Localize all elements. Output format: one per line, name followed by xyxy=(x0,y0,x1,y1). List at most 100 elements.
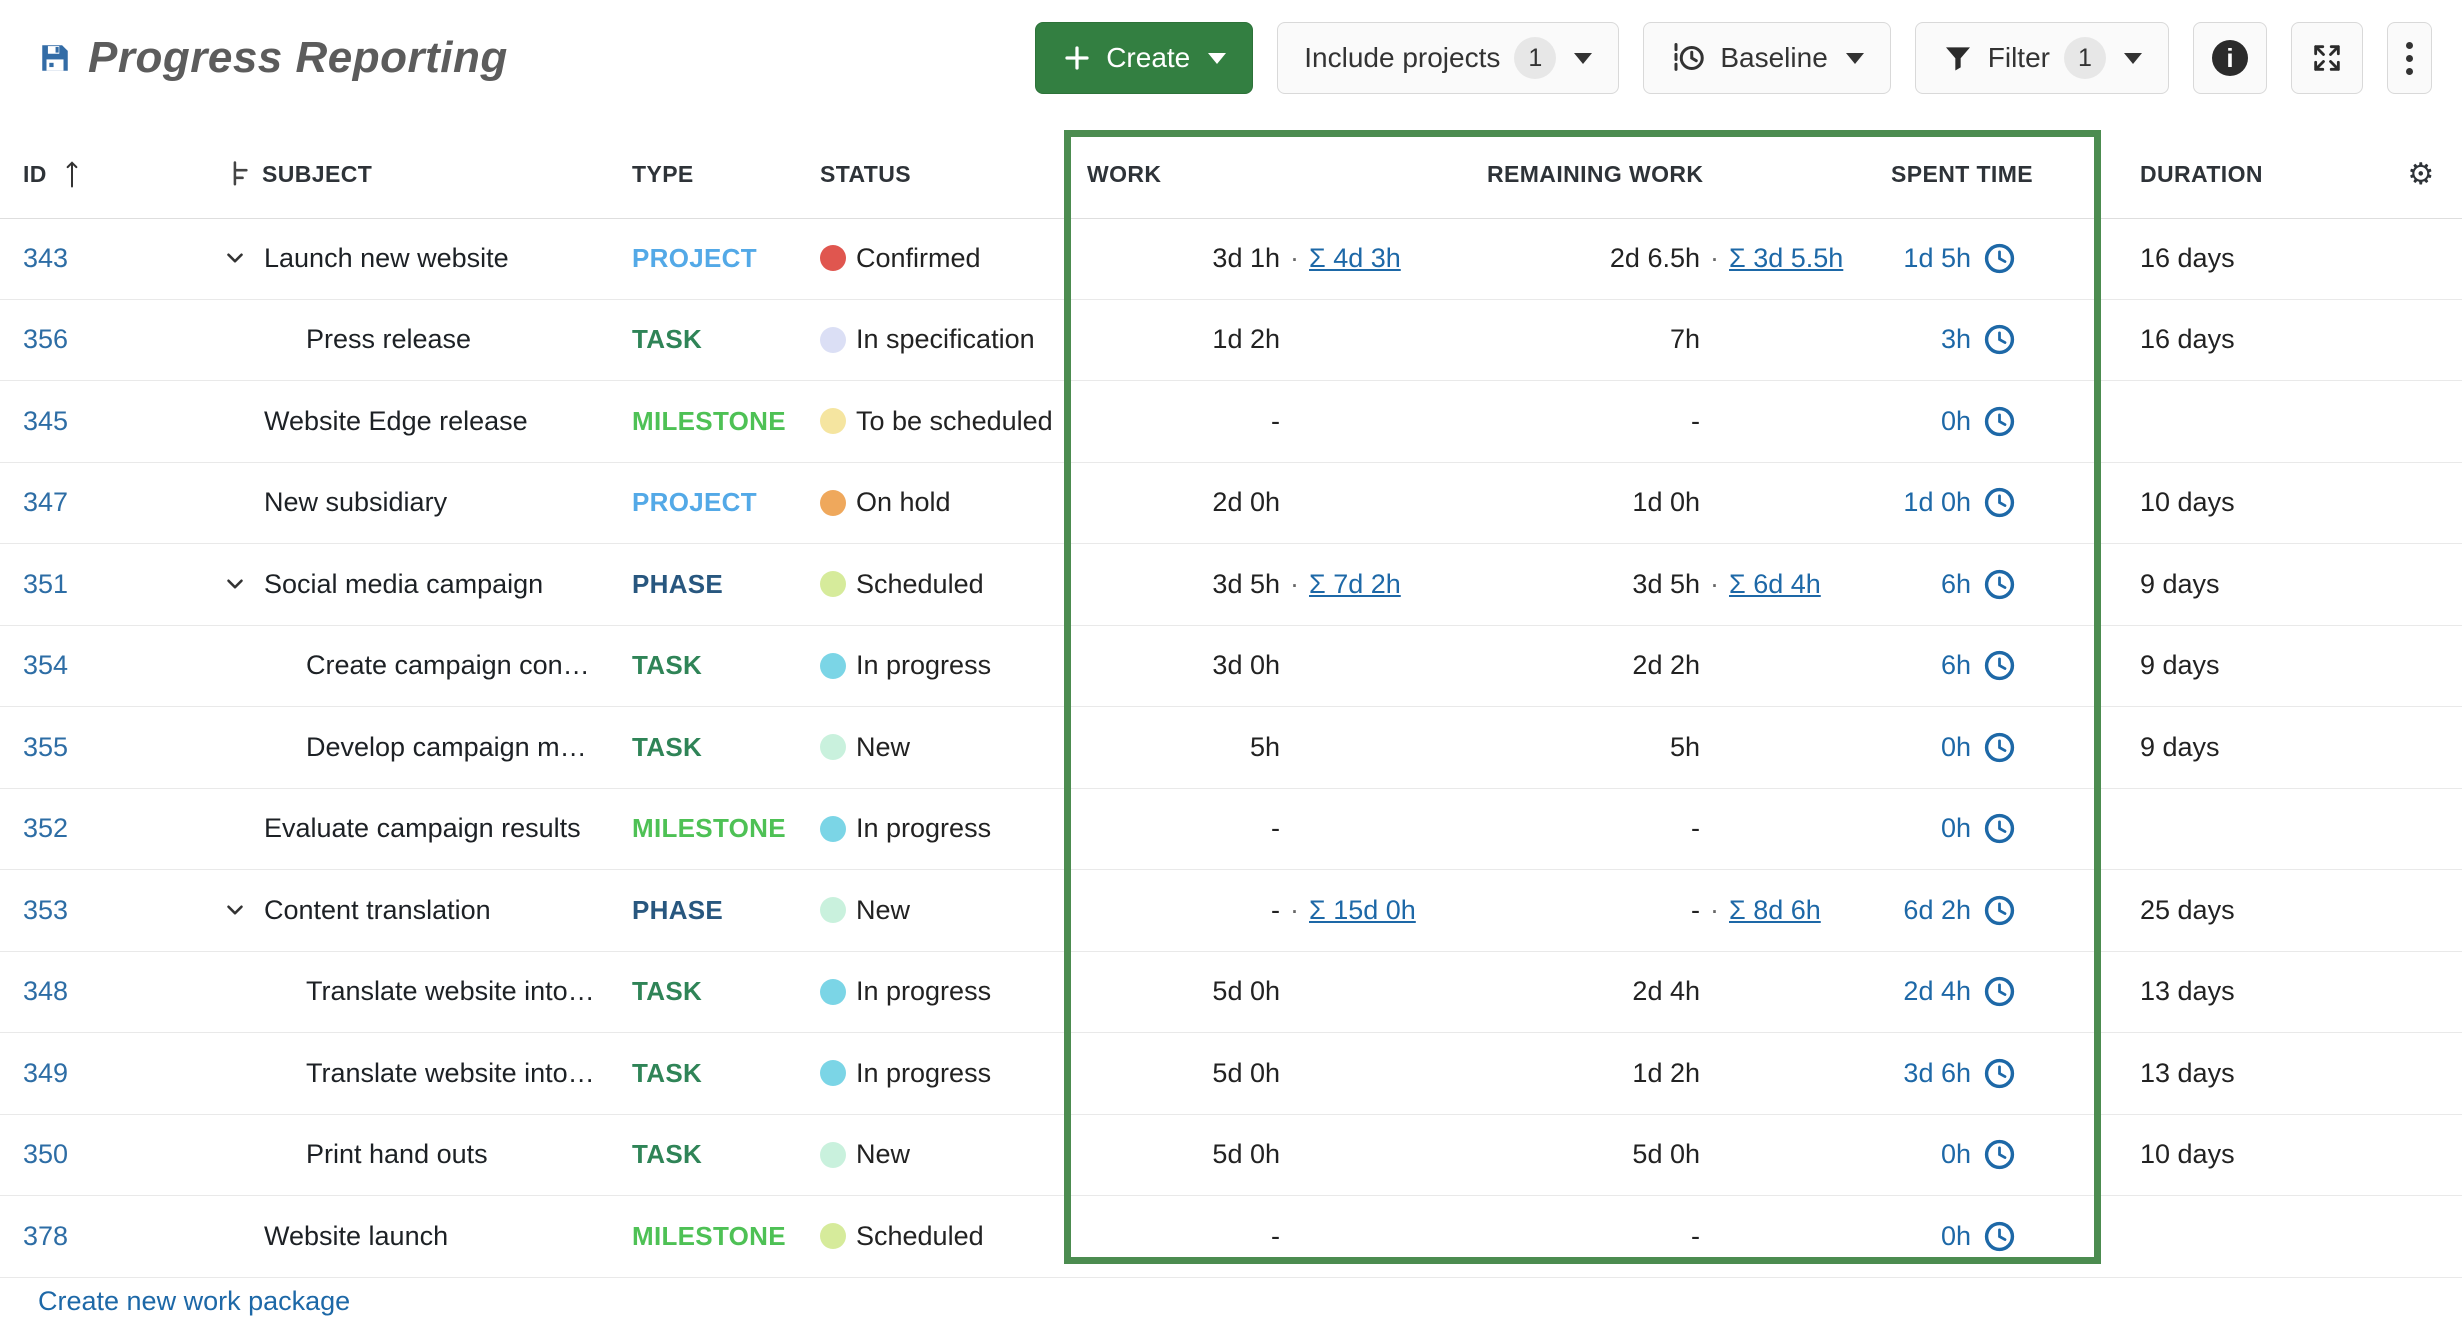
duration-cell[interactable]: 25 days xyxy=(2100,870,2380,951)
duration-cell[interactable]: 9 days xyxy=(2100,626,2380,707)
table-row[interactable]: 343 Launch new website PROJECT Confirmed… xyxy=(0,218,2462,300)
duration-cell[interactable]: 16 days xyxy=(2100,300,2380,381)
remaining-work-cell[interactable]: 2d 6.5h · Σ 3d 5.5h xyxy=(1480,218,1868,299)
table-row[interactable]: 378 Website launch MILESTONE Scheduled -… xyxy=(0,1196,2462,1278)
chevron-down-icon[interactable] xyxy=(222,571,248,597)
table-row[interactable]: 347 New subsidiary PROJECT On hold 2d 0h… xyxy=(0,463,2462,544)
status-cell[interactable]: Confirmed xyxy=(808,218,1068,299)
spent-time-cell[interactable]: 6d 2h xyxy=(1868,870,2100,951)
remaining-work-cell[interactable]: 2d 4h xyxy=(1480,952,1868,1033)
spent-time-cell[interactable]: 1d 0h xyxy=(1868,463,2100,544)
status-cell[interactable]: On hold xyxy=(808,463,1068,544)
remaining-work-sum-link[interactable]: Σ 8d 6h xyxy=(1729,894,1821,925)
info-button[interactable]: i xyxy=(2193,22,2267,94)
spent-time-link[interactable]: 0h xyxy=(1940,731,1971,762)
spent-time-link[interactable]: 6h xyxy=(1940,568,1971,599)
table-row[interactable]: 353 Content translation PHASE New - · Σ 1… xyxy=(0,870,2462,952)
work-cell[interactable]: 5d 0h xyxy=(1068,1115,1480,1196)
column-header-duration[interactable]: DURATION xyxy=(2100,130,2380,218)
type-label[interactable]: PROJECT xyxy=(632,487,757,518)
subject-text[interactable]: Website launch xyxy=(264,1220,449,1251)
work-cell[interactable]: 5h xyxy=(1068,707,1480,788)
column-header-id[interactable]: ID xyxy=(0,130,210,218)
spent-time-link[interactable]: 1d 5h xyxy=(1903,242,1971,273)
column-header-work[interactable]: WORK xyxy=(1068,130,1480,218)
work-package-id-link[interactable]: 345 xyxy=(23,405,69,436)
status-cell[interactable]: New xyxy=(808,707,1068,788)
chevron-down-icon[interactable] xyxy=(222,245,248,271)
spent-time-link[interactable]: 0h xyxy=(1940,1220,1971,1251)
subject-text[interactable]: Translate website into… xyxy=(306,976,595,1007)
spent-time-cell[interactable]: 3h xyxy=(1868,300,2100,381)
spent-time-link[interactable]: 0h xyxy=(1940,1139,1971,1170)
spent-time-cell[interactable]: 6h xyxy=(1868,544,2100,625)
type-label[interactable]: MILESTONE xyxy=(632,1220,786,1251)
work-cell[interactable]: 3d 1h · Σ 4d 3h xyxy=(1068,218,1480,299)
subject-text[interactable]: New subsidiary xyxy=(264,487,448,518)
table-row[interactable]: 355 Develop campaign m… TASK New 5h 5h 0… xyxy=(0,707,2462,789)
column-header-type[interactable]: TYPE xyxy=(630,130,808,218)
work-sum-link[interactable]: Σ 4d 3h xyxy=(1309,242,1401,273)
baseline-button[interactable]: Baseline xyxy=(1643,22,1891,94)
remaining-work-cell[interactable]: - xyxy=(1480,789,1868,870)
type-label[interactable]: PHASE xyxy=(632,568,724,599)
spent-time-link[interactable]: 0h xyxy=(1940,405,1971,436)
type-label[interactable]: PROJECT xyxy=(632,242,757,273)
spent-time-link[interactable]: 6h xyxy=(1940,650,1971,681)
work-package-id-link[interactable]: 348 xyxy=(23,976,69,1007)
spent-time-cell[interactable]: 3d 6h xyxy=(1868,1033,2100,1114)
duration-cell[interactable]: 10 days xyxy=(2100,463,2380,544)
status-cell[interactable]: New xyxy=(808,870,1068,951)
subject-text[interactable]: Content translation xyxy=(264,894,491,925)
remaining-work-sum-link[interactable]: Σ 6d 4h xyxy=(1729,568,1821,599)
type-label[interactable]: TASK xyxy=(632,976,703,1007)
work-package-id-link[interactable]: 355 xyxy=(23,731,69,762)
work-sum-link[interactable]: Σ 15d 0h xyxy=(1309,894,1416,925)
work-package-id-link[interactable]: 349 xyxy=(23,1057,69,1088)
type-label[interactable]: TASK xyxy=(632,324,703,355)
status-cell[interactable]: In progress xyxy=(808,952,1068,1033)
type-label[interactable]: PHASE xyxy=(632,894,724,925)
subject-text[interactable]: Website Edge release xyxy=(264,405,528,436)
work-cell[interactable]: 5d 0h xyxy=(1068,1033,1480,1114)
spent-time-link[interactable]: 0h xyxy=(1940,813,1971,844)
table-row[interactable]: 350 Print hand outs TASK New 5d 0h 5d 0h… xyxy=(0,1115,2462,1196)
remaining-work-cell[interactable]: 5h xyxy=(1480,707,1868,788)
work-cell[interactable]: 3d 0h xyxy=(1068,626,1480,707)
column-header-status[interactable]: STATUS xyxy=(808,130,1068,218)
work-package-id-link[interactable]: 356 xyxy=(23,324,69,355)
work-package-id-link[interactable]: 354 xyxy=(23,650,69,681)
remaining-work-cell[interactable]: 3d 5h · Σ 6d 4h xyxy=(1480,544,1868,625)
spent-time-cell[interactable]: 6h xyxy=(1868,626,2100,707)
fullscreen-button[interactable] xyxy=(2291,22,2363,94)
work-sum-link[interactable]: Σ 7d 2h xyxy=(1309,568,1401,599)
status-cell[interactable]: In progress xyxy=(808,789,1068,870)
duration-cell[interactable]: 10 days xyxy=(2100,1115,2380,1196)
work-cell[interactable]: - xyxy=(1068,789,1480,870)
work-package-id-link[interactable]: 352 xyxy=(23,813,69,844)
type-label[interactable]: MILESTONE xyxy=(632,813,786,844)
work-package-id-link[interactable]: 351 xyxy=(23,568,69,599)
table-row[interactable]: 348 Translate website into… TASK In prog… xyxy=(0,952,2462,1033)
filter-button[interactable]: Filter 1 xyxy=(1914,22,2169,94)
spent-time-cell[interactable]: 1d 5h xyxy=(1868,218,2100,299)
work-package-id-link[interactable]: 343 xyxy=(23,242,69,273)
include-projects-button[interactable]: Include projects 1 xyxy=(1277,22,1620,94)
table-row[interactable]: 351 Social media campaign PHASE Schedule… xyxy=(0,544,2462,626)
status-cell[interactable]: In progress xyxy=(808,1033,1068,1114)
create-new-work-package-link[interactable]: Create new work package xyxy=(38,1286,351,1316)
more-menu-button[interactable] xyxy=(2387,22,2432,94)
work-cell[interactable]: - · Σ 15d 0h xyxy=(1068,870,1480,951)
work-package-id-link[interactable]: 353 xyxy=(23,894,69,925)
subject-text[interactable]: Create campaign con… xyxy=(306,650,590,681)
duration-cell[interactable] xyxy=(2100,1196,2380,1277)
table-row[interactable]: 349 Translate website into… TASK In prog… xyxy=(0,1033,2462,1115)
duration-cell[interactable] xyxy=(2100,381,2380,462)
spent-time-cell[interactable]: 0h xyxy=(1868,789,2100,870)
type-label[interactable]: TASK xyxy=(632,731,703,762)
create-button[interactable]: Create xyxy=(1035,22,1254,94)
spent-time-link[interactable]: 6d 2h xyxy=(1903,894,1971,925)
type-label[interactable]: TASK xyxy=(632,650,703,681)
column-header-subject[interactable]: SUBJECT xyxy=(210,130,630,218)
work-cell[interactable]: - xyxy=(1068,381,1480,462)
